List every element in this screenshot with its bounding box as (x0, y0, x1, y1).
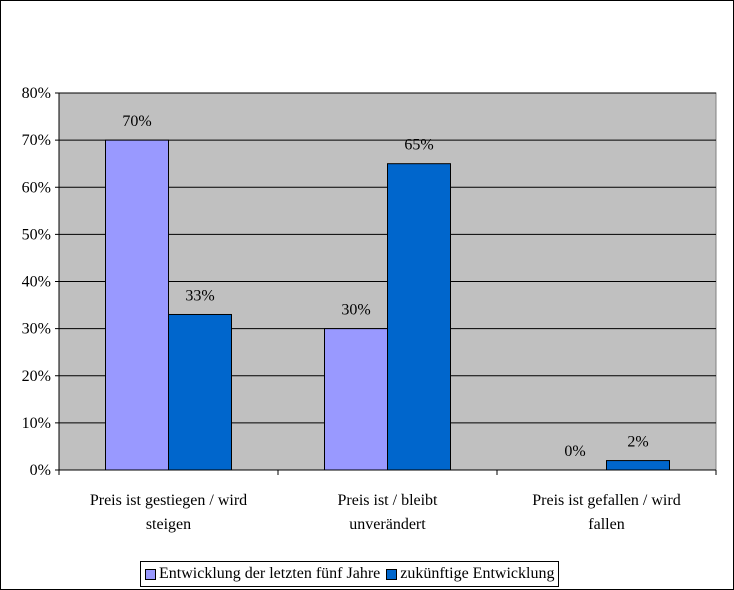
y-tick-label: 70% (22, 132, 51, 149)
y-tick-label: 20% (22, 368, 51, 385)
legend-swatch-series-1 (145, 568, 156, 580)
data-label: 65% (404, 137, 433, 154)
x-tick-label: steigen (146, 516, 191, 533)
bar-series-2-cat-3 (606, 460, 670, 471)
axes (55, 92, 717, 475)
y-tick-label: 50% (22, 226, 51, 243)
legend-label-series-1: Entwicklung der letzten fünf Jahre (159, 565, 381, 582)
bar-series-1-cat-2 (324, 328, 388, 471)
bar-series-2-cat-2 (387, 163, 451, 471)
y-tick-label: 10% (22, 415, 51, 432)
data-label: 30% (341, 302, 370, 319)
x-tick-label: fallen (588, 516, 624, 533)
data-label: 70% (122, 113, 151, 130)
bar-series-1-cat-1 (105, 139, 169, 471)
legend-item-series-1: Entwicklung der letzten fünf Jahre (145, 565, 380, 583)
x-tick-label: unverändert (349, 516, 426, 533)
bars (105, 139, 670, 471)
data-label: 2% (627, 434, 648, 451)
y-tick-label: 0% (30, 462, 51, 479)
data-label: 33% (185, 287, 214, 304)
legend-swatch-series-2 (386, 568, 398, 580)
legend-item-series-2: zukünftige Entwicklung (386, 565, 554, 583)
x-tick-label: Preis ist gestiegen / wird (90, 492, 247, 509)
x-tick-label: Preis ist / bleibt (338, 492, 439, 509)
y-tick-label: 30% (22, 321, 51, 338)
bar-series-2-cat-1 (168, 313, 232, 471)
labels: 0% 10% 20% 30% 40% 50% 60% 70% 80% 70% 33% Preis is… (22, 85, 681, 533)
data-label: 0% (564, 443, 585, 460)
x-tick-label: Preis ist gefallen / wird (532, 492, 680, 509)
legend: Entwicklung der letzten fünf Jahre zukün… (140, 561, 560, 587)
y-tick-label: 40% (22, 274, 51, 291)
legend-label-series-2: zukünftige Entwicklung (400, 565, 555, 582)
y-tick-label: 60% (22, 179, 51, 196)
y-tick-label: 80% (22, 85, 51, 102)
